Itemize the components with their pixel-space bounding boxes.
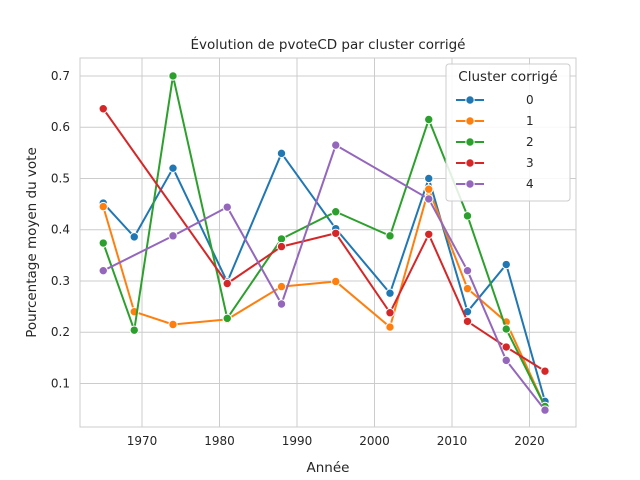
data-point <box>222 278 232 289</box>
legend-label: 3 <box>526 156 534 170</box>
legend-item-0: 0 <box>456 93 534 107</box>
data-point <box>501 324 511 334</box>
data-point <box>424 173 434 184</box>
legend-marker <box>465 179 475 189</box>
data-point <box>331 228 341 238</box>
legend-marker <box>465 158 475 168</box>
data-point <box>462 265 473 276</box>
data-point <box>540 405 550 415</box>
data-point <box>168 71 178 81</box>
data-point <box>276 234 287 244</box>
data-point <box>540 366 550 376</box>
x-tick-label: 2000 <box>359 434 390 448</box>
legend-item-1: 1 <box>456 114 534 128</box>
y-axis-label: Pourcentage moyen du vote <box>24 147 40 338</box>
data-point <box>501 342 511 352</box>
data-point <box>385 308 395 318</box>
legend-label: 1 <box>526 114 534 128</box>
data-point <box>98 238 108 248</box>
legend-label: 0 <box>526 93 534 107</box>
x-tick-label: 2010 <box>437 434 468 448</box>
legend-item-4: 4 <box>456 177 534 191</box>
data-point <box>462 283 473 294</box>
data-point <box>222 202 232 212</box>
data-point <box>98 104 108 114</box>
y-tick-label: 0.1 <box>51 376 70 390</box>
legend-marker <box>465 116 475 126</box>
y-tick-label: 0.3 <box>51 274 70 288</box>
legend-marker <box>465 95 475 105</box>
data-point <box>385 322 395 332</box>
plot-frame <box>79 57 577 428</box>
data-point <box>276 241 287 252</box>
x-axis-ticks: 1970 1980 1990 2000 2010 2020 <box>127 434 545 448</box>
legend: Cluster corrigé 0 1 2 3 4 <box>445 63 571 202</box>
y-tick-label: 0.2 <box>51 325 70 339</box>
y-tick-label: 0.7 <box>51 69 70 83</box>
y-axis-ticks: 0.1 0.2 0.3 0.4 0.5 0.6 0.7 <box>51 69 70 391</box>
data-point <box>276 148 287 159</box>
data-point <box>385 288 395 298</box>
x-tick-label: 1990 <box>282 434 313 448</box>
data-point <box>331 207 341 217</box>
data-point <box>129 232 139 242</box>
legend-label: 4 <box>526 177 534 191</box>
y-tick-label: 0.5 <box>51 171 70 185</box>
data-point <box>501 355 511 366</box>
x-tick-label: 2020 <box>514 434 545 448</box>
series-4 <box>98 140 550 415</box>
legend-marker <box>465 137 475 147</box>
x-tick-label: 1970 <box>127 434 158 448</box>
data-point <box>98 201 108 212</box>
legend-item-3: 3 <box>456 156 534 170</box>
data-point <box>424 194 434 204</box>
data-point <box>462 316 473 327</box>
series-3 <box>98 104 550 376</box>
data-point <box>168 163 178 173</box>
data-point <box>424 184 434 194</box>
data-point <box>168 319 178 330</box>
data-point <box>222 313 232 324</box>
legend-box <box>445 63 571 202</box>
data-point <box>276 299 287 309</box>
y-tick-label: 0.6 <box>51 120 70 134</box>
legend-label: 2 <box>526 135 534 149</box>
data-point <box>424 229 434 240</box>
legend-title: Cluster corrigé <box>458 69 557 85</box>
data-point <box>424 114 434 125</box>
data-point <box>331 276 341 287</box>
chart-title: Évolution de pvoteCD par cluster corrigé <box>191 36 466 53</box>
x-axis-label: Année <box>307 460 350 476</box>
x-tick-label: 1980 <box>204 434 235 448</box>
data-point <box>168 231 178 241</box>
data-point <box>98 265 108 276</box>
y-tick-label: 0.4 <box>51 223 70 237</box>
data-point <box>129 325 139 335</box>
data-point <box>501 259 511 270</box>
data-point <box>331 140 341 150</box>
data-point <box>385 231 395 241</box>
data-point <box>276 281 287 292</box>
series-group <box>98 71 550 415</box>
data-point <box>462 211 473 221</box>
legend-item-2: 2 <box>456 135 534 149</box>
